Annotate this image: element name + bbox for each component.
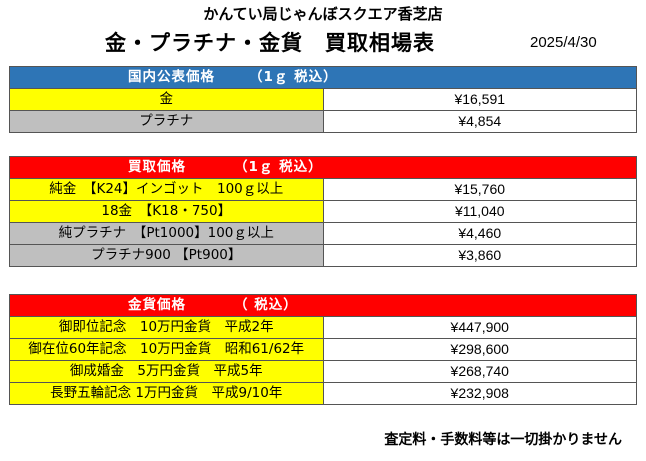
- table-row: 金 ¥16,591: [9, 88, 637, 111]
- item-name: 純プラチナ 【Pt1000】100ｇ以上: [9, 222, 324, 245]
- table-row: 18金 【K18・750】 ¥11,040: [9, 200, 637, 223]
- table-row: 純プラチナ 【Pt1000】100ｇ以上 ¥4,460: [9, 222, 637, 245]
- item-name: 御成婚金 5万円金貨 平成5年: [9, 360, 324, 383]
- table-row: 御即位記念 10万円金貨 平成2年 ¥447,900: [9, 316, 637, 339]
- section-title: 金貨価格: [128, 297, 186, 313]
- table-row: 純金 【K24】インゴット 100ｇ以上 ¥15,760: [9, 178, 637, 201]
- item-price: ¥15,760: [322, 178, 637, 201]
- domestic-price-table: 国内公表価格 （1ｇ 税込） 金 ¥16,591 プラチナ ¥4,854: [9, 66, 637, 133]
- fee-footnote: 査定料・手数料等は一切掛かりません: [384, 432, 622, 448]
- table-row: 長野五輪記念 1万円金貨 平成9/10年 ¥232,908: [9, 382, 637, 405]
- item-price: ¥4,854: [322, 110, 637, 133]
- item-price: ¥4,460: [322, 222, 637, 245]
- store-name: かんてい局じゃんぼスクエア香芝店: [203, 5, 443, 23]
- section-tax-note: （1ｇ 税込）: [249, 69, 338, 85]
- item-price: ¥3,860: [322, 244, 637, 267]
- section-tax-note: （ 税込）: [234, 297, 298, 313]
- item-price: ¥16,591: [322, 88, 637, 111]
- item-price: ¥11,040: [322, 200, 637, 223]
- table-row: 御在位60年記念 10万円金貨 昭和61/62年 ¥298,600: [9, 338, 637, 361]
- purchase-price-header: 買取価格 （1ｇ 税込）: [9, 156, 637, 179]
- item-name: 純金 【K24】インゴット 100ｇ以上: [9, 178, 324, 201]
- section-title: 買取価格: [128, 159, 186, 175]
- domestic-price-header: 国内公表価格 （1ｇ 税込）: [9, 66, 637, 89]
- item-name: 長野五輪記念 1万円金貨 平成9/10年: [9, 382, 324, 405]
- date-label: 2025/4/30: [530, 34, 597, 51]
- page-title: 金・プラチナ・金貨 買取相場表: [105, 31, 435, 55]
- section-tax-note: （1ｇ 税込）: [234, 159, 323, 175]
- item-name: 18金 【K18・750】: [9, 200, 324, 223]
- table-row: プラチナ900 【Pt900】 ¥3,860: [9, 244, 637, 267]
- item-name: プラチナ900 【Pt900】: [9, 244, 324, 267]
- item-name: 御即位記念 10万円金貨 平成2年: [9, 316, 324, 339]
- gold-coin-price-table: 金貨価格 （ 税込） 御即位記念 10万円金貨 平成2年 ¥447,900 御在位…: [9, 294, 637, 405]
- item-name: プラチナ: [9, 110, 324, 133]
- table-row: 御成婚金 5万円金貨 平成5年 ¥268,740: [9, 360, 637, 383]
- item-price: ¥298,600: [322, 338, 637, 361]
- item-name: 御在位60年記念 10万円金貨 昭和61/62年: [9, 338, 324, 361]
- item-price: ¥447,900: [322, 316, 637, 339]
- item-price: ¥268,740: [322, 360, 637, 383]
- item-name: 金: [9, 88, 324, 111]
- section-title: 国内公表価格: [128, 69, 215, 85]
- gold-coin-price-header: 金貨価格 （ 税込）: [9, 294, 637, 317]
- item-price: ¥232,908: [322, 382, 637, 405]
- table-row: プラチナ ¥4,854: [9, 110, 637, 133]
- purchase-price-table: 買取価格 （1ｇ 税込） 純金 【K24】インゴット 100ｇ以上 ¥15,760…: [9, 156, 637, 267]
